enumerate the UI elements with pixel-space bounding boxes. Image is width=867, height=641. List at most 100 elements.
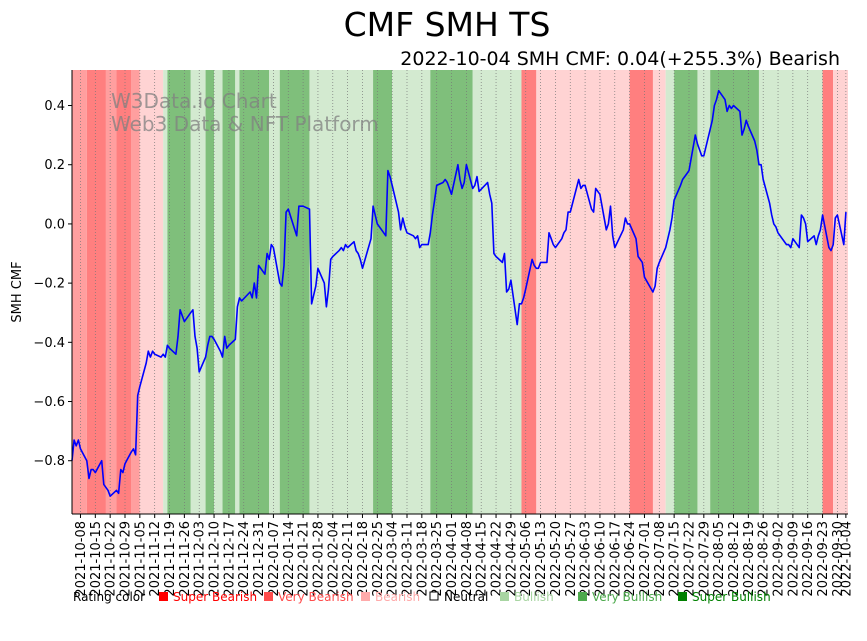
rating-band-bullish — [309, 70, 374, 514]
rating-band-super-bearish — [86, 70, 106, 514]
rating-band-very-bullish — [373, 70, 393, 514]
chart-subtitle: 2022-10-04 SMH CMF: 0.04(+255.3%) Bearis… — [400, 48, 840, 70]
watermark: W3Data.io Chart Web3 Data & NFT Platform — [111, 89, 379, 136]
rating-band-very-bullish — [167, 70, 191, 514]
x-tick-label: 2021-12-24 — [237, 521, 252, 597]
x-tick-label: 2022-04-08 — [460, 521, 475, 597]
chart-title: CMF SMH TS — [344, 5, 551, 44]
x-tick-label: 2022-01-07 — [267, 521, 282, 597]
x-tick-label: 2022-01-14 — [282, 521, 297, 597]
rating-band-bullish — [235, 70, 240, 514]
rating-band-bullish — [163, 70, 168, 514]
x-tick-label: 2022-05-27 — [564, 521, 579, 597]
x-tick-label: 2022-04-29 — [504, 521, 519, 597]
legend-title: Rating color — [73, 590, 145, 604]
y-tick-label: −0.4 — [33, 336, 65, 351]
x-tick-label: 2021-11-19 — [163, 521, 178, 597]
rating-band-bullish — [269, 70, 280, 514]
legend-swatch — [678, 592, 687, 601]
rating-band-bullish — [758, 70, 823, 514]
y-axis-ticks: −0.8 −0.6 −0.4 −0.2 0.0 0.2 0.4 — [33, 99, 72, 469]
x-tick-label: 2022-05-20 — [549, 521, 564, 597]
x-tick-label: 2022-02-11 — [341, 521, 356, 597]
legend-item-label: Very Bearish — [278, 590, 354, 604]
y-tick-label: 0.2 — [44, 158, 65, 173]
y-tick-label: 0.4 — [44, 99, 65, 114]
x-tick-label: 2021-10-22 — [104, 521, 119, 597]
legend-swatch — [159, 592, 168, 601]
x-tick-label: 2022-09-16 — [801, 521, 816, 597]
x-tick-label: 2022-08-26 — [757, 521, 772, 597]
x-tick-label: 2022-04-15 — [475, 521, 490, 597]
rating-band-bullish — [472, 70, 522, 514]
x-tick-label: 2021-12-03 — [193, 521, 208, 597]
x-tick-label: 2022-06-10 — [593, 521, 608, 597]
x-tick-label: 2021-10-08 — [74, 521, 89, 597]
x-tick-label: 2022-06-03 — [579, 521, 594, 597]
rating-legend: Rating color Super Bearish Very Bearish Bea… — [73, 590, 771, 604]
rating-band-very-bullish — [279, 70, 310, 514]
x-tick-label: 2021-11-12 — [148, 521, 163, 597]
rating-band-bearish — [833, 70, 848, 514]
x-tick-label: 2021-10-29 — [119, 521, 134, 597]
x-tick-label: 2022-03-11 — [400, 521, 415, 597]
x-tick-label: 2021-10-15 — [89, 521, 104, 597]
legend-item-label: Super Bearish — [173, 590, 257, 604]
x-tick-label: 2022-07-01 — [638, 521, 653, 597]
legend-swatch — [361, 592, 370, 601]
x-tick-label: 2022-05-13 — [534, 521, 549, 597]
rating-band-bearish — [536, 70, 630, 514]
legend-item-label: Neutral — [444, 590, 488, 604]
rating-band-super-bearish — [116, 70, 132, 514]
x-tick-label: 2022-01-28 — [311, 521, 326, 597]
x-tick-label: 2022-04-01 — [445, 521, 460, 597]
x-tick-label: 2022-02-04 — [326, 521, 341, 597]
x-tick-label: 2022-07-29 — [697, 521, 712, 597]
x-tick-label: 2022-09-09 — [786, 521, 801, 597]
x-tick-label: 2022-06-24 — [623, 521, 638, 597]
rating-band-super-bearish — [629, 70, 653, 514]
rating-band-super-bearish — [521, 70, 537, 514]
legend-item-label: Bullish — [514, 590, 554, 604]
rating-band-very-bullish — [674, 70, 698, 514]
y-tick-label: −0.8 — [33, 454, 65, 469]
x-tick-label: 2022-03-18 — [415, 521, 430, 597]
x-tick-label: 2022-01-21 — [297, 521, 312, 597]
y-axis-label: SMH CMF — [10, 261, 25, 322]
y-tick-label: 0.0 — [44, 217, 65, 232]
x-tick-label: 2022-08-19 — [742, 521, 757, 597]
x-tick-label: 2022-09-02 — [772, 521, 787, 597]
x-axis-ticks: 2021-10-08 2021-10-15 2021-10-22 2021-10-29… — [74, 514, 854, 597]
x-tick-label: 2022-03-04 — [386, 521, 401, 597]
rating-band-very-bullish — [710, 70, 759, 514]
legend-swatch — [429, 591, 439, 601]
x-tick-label: 2021-11-26 — [178, 521, 193, 597]
legend-item-label: Very Bullish — [592, 590, 662, 604]
x-tick-label: 2022-04-22 — [490, 521, 505, 597]
watermark-line-1: W3Data.io Chart — [111, 89, 277, 113]
rating-band-super-bearish — [822, 70, 834, 514]
watermark-line-2: Web3 Data & NFT Platform — [111, 112, 379, 136]
x-tick-label: 2022-07-15 — [668, 521, 683, 597]
x-tick-label: 2022-03-25 — [430, 521, 445, 597]
cmf-line — [71, 89, 847, 498]
x-tick-label: 2021-12-31 — [252, 521, 267, 597]
x-tick-label: 2022-10-04 — [839, 521, 854, 597]
rating-band-bullish — [392, 70, 431, 514]
x-tick-label: 2022-06-17 — [608, 521, 623, 597]
rating-band-very-bearish — [131, 70, 140, 514]
x-tick-label: 2022-09-30 — [831, 521, 846, 597]
x-tick-label: 2022-08-12 — [727, 521, 742, 597]
rating-band-bullish — [190, 70, 206, 514]
x-tick-label: 2022-08-05 — [712, 521, 727, 597]
cmf-series — [71, 89, 847, 498]
weekly-gridlines — [80, 70, 847, 514]
x-tick-label: 2022-09-23 — [816, 521, 831, 597]
y-tick-label: −0.2 — [33, 277, 65, 292]
rating-band-bullish — [665, 70, 675, 514]
rating-bands — [72, 70, 848, 514]
x-tick-label: 2021-11-05 — [133, 521, 148, 597]
x-tick-label: 2022-02-18 — [356, 521, 371, 597]
rating-band-very-bearish — [72, 70, 87, 514]
